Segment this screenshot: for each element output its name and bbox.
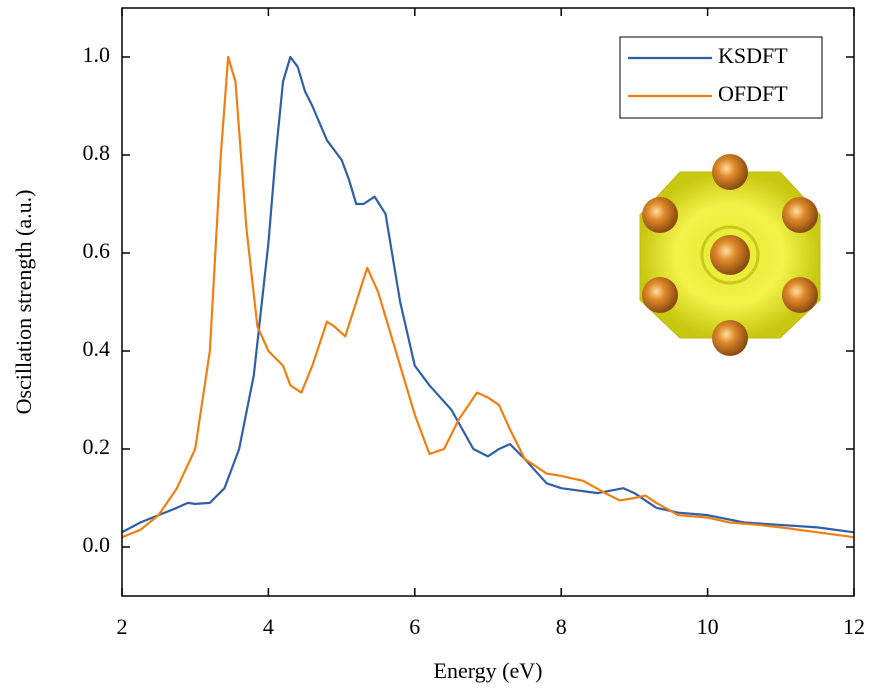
- y-tick-label: 0.0: [83, 532, 111, 557]
- y-tick-label: 0.6: [83, 238, 111, 263]
- x-axis-label: Energy (eV): [434, 658, 543, 683]
- y-tick-label: 0.4: [83, 336, 111, 361]
- legend-label: OFDFT: [718, 81, 788, 106]
- x-tick-label: 10: [697, 614, 719, 639]
- series-line: [121, 55, 855, 539]
- plot-frame: [121, 7, 855, 597]
- series-line: [121, 55, 855, 534]
- x-tick-label: 8: [556, 614, 567, 639]
- legend-box: [619, 36, 823, 119]
- inset-molecule: [639, 154, 821, 356]
- y-tick-label: 0.2: [83, 434, 111, 459]
- y-tick-label: 1.0: [83, 42, 111, 67]
- x-tick-label: 2: [117, 614, 128, 639]
- x-tick-label: 4: [263, 614, 274, 639]
- y-axis-label: Oscillation strength (a.u.): [11, 190, 36, 415]
- x-tick-label: 6: [409, 614, 420, 639]
- y-tick-label: 0.8: [83, 140, 111, 165]
- legend-label: KSDFT: [718, 43, 788, 68]
- x-tick-label: 12: [843, 614, 865, 639]
